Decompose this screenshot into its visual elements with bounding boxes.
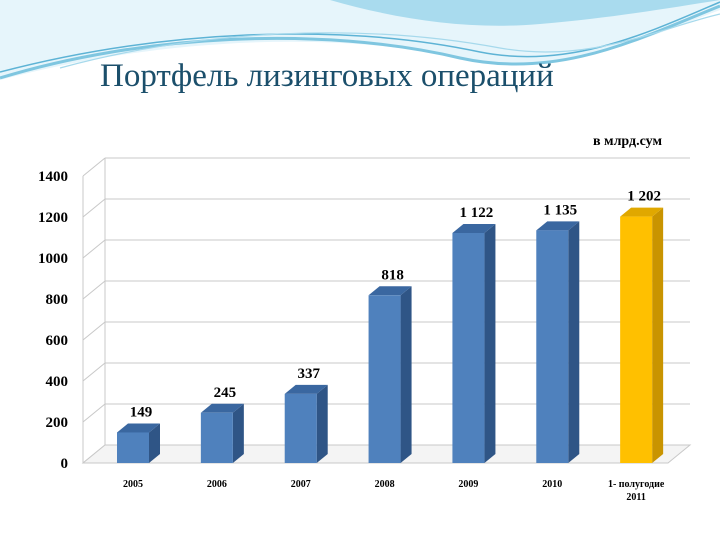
bar-top <box>536 221 580 231</box>
bar-side <box>149 423 160 463</box>
gridline-wall <box>82 403 106 423</box>
data-label: 1 135 <box>543 202 577 218</box>
y-tick-label: 1200 <box>38 210 68 226</box>
y-tick-label: 1000 <box>38 251 68 267</box>
bar-top <box>452 223 496 233</box>
bar-side <box>316 384 328 463</box>
x-tick-label: 2006 <box>207 479 227 490</box>
unit-note: в млрд.сум <box>592 134 662 149</box>
gridline-wall <box>82 239 106 259</box>
data-label: 1 202 <box>627 189 661 205</box>
y-tick-label: 400 <box>46 374 69 390</box>
gridline-wall <box>82 362 106 382</box>
x-tick-label: 1- полугодие 2011 <box>608 479 665 503</box>
bar <box>117 432 149 463</box>
x-tick-label: 2010 <box>542 479 562 490</box>
bar <box>536 230 569 463</box>
x-tick-label: 2005 <box>123 479 143 490</box>
y-tick-label: 0 <box>61 456 69 472</box>
bar <box>200 412 233 463</box>
y-tick-label: 200 <box>46 415 69 431</box>
gridline-wall <box>82 198 106 218</box>
bar <box>368 295 401 463</box>
data-label: 1 122 <box>460 205 494 221</box>
bar-side <box>652 207 664 463</box>
x-tick-label: 2009 <box>458 479 478 490</box>
data-label: 149 <box>130 404 153 420</box>
data-label: 337 <box>297 366 320 382</box>
bar-top <box>368 286 412 296</box>
data-label: 245 <box>214 385 237 401</box>
y-tick-label: 1400 <box>38 169 68 185</box>
gridline-wall <box>82 321 106 341</box>
bar-side <box>484 223 496 463</box>
gridline-wall <box>82 280 106 300</box>
bar <box>452 232 485 463</box>
bar-side <box>400 286 412 463</box>
slide-title: Портфель лизинговых операций <box>100 58 554 94</box>
header-wave-decoration <box>0 0 720 80</box>
bar-side <box>568 221 580 463</box>
bar-top <box>200 403 244 413</box>
bar-top <box>620 207 664 217</box>
x-tick-label: 2008 <box>375 479 395 490</box>
gridline-wall <box>82 157 106 177</box>
bar-top <box>117 423 160 433</box>
data-label: 818 <box>381 267 404 283</box>
bar <box>620 216 653 463</box>
y-tick-label: 800 <box>46 292 69 308</box>
x-tick-label: 2007 <box>291 479 311 490</box>
y-tick-label: 600 <box>46 333 69 349</box>
bar <box>284 393 317 463</box>
bar-side <box>232 403 244 463</box>
bar-top <box>284 384 328 394</box>
